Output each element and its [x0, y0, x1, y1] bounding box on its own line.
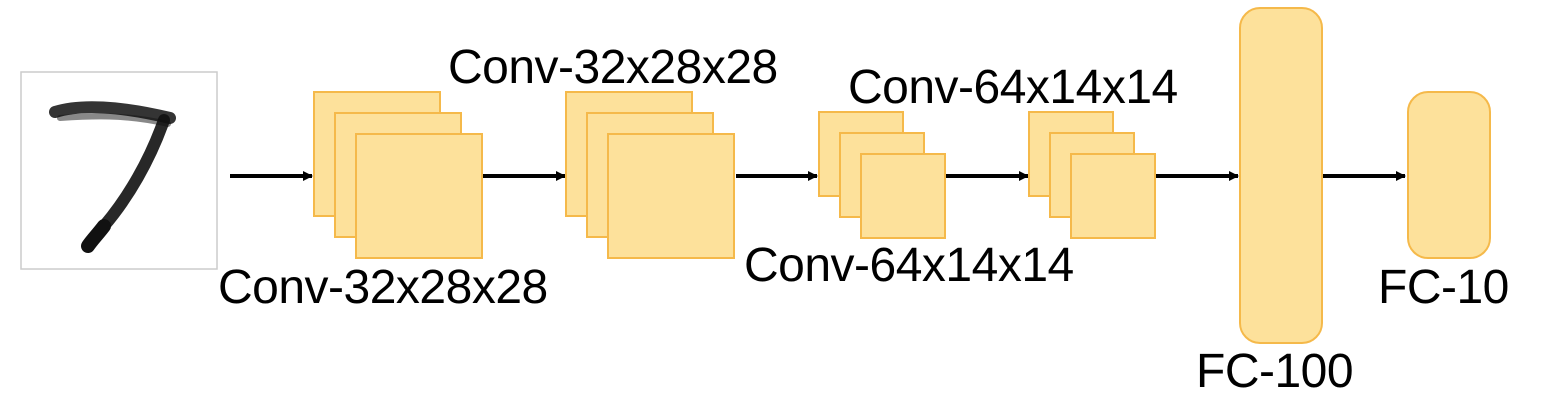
conv-layer-4	[1028, 111, 1156, 239]
digit-seven-glyph	[49, 101, 176, 253]
conv-layer-1	[313, 91, 483, 259]
fc100-label: FC-100	[1196, 345, 1354, 398]
conv-layer-2	[565, 91, 735, 259]
conv3-label: Conv-64x14x14	[848, 61, 1178, 114]
feature-map	[607, 133, 735, 259]
conv1-label: Conv-32x28x28	[218, 261, 548, 314]
fc-10-layer	[1407, 91, 1491, 259]
fc10-label: FC-10	[1378, 261, 1509, 314]
conv2-label: Conv-32x28x28	[448, 41, 778, 94]
feature-map	[860, 153, 946, 239]
input-image	[20, 71, 218, 270]
feature-map	[1070, 153, 1156, 239]
conv4-label: Conv-64x14x14	[744, 239, 1074, 292]
feature-map	[355, 133, 483, 259]
conv-layer-3	[818, 111, 946, 239]
fc-100-layer	[1239, 7, 1323, 344]
input-image-frame	[20, 71, 218, 270]
